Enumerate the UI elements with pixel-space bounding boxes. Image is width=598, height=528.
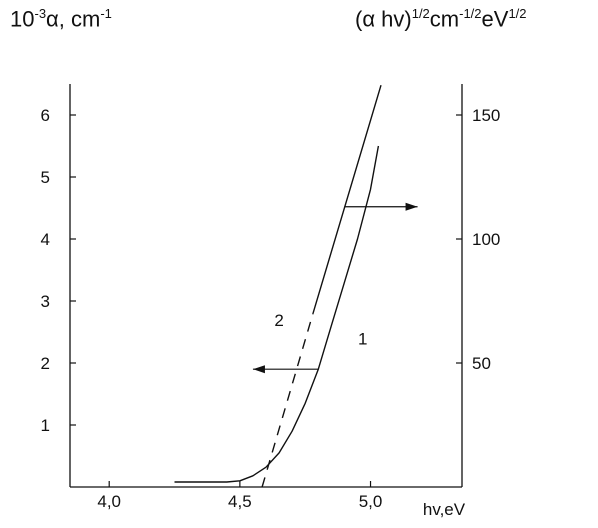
series-line-1 bbox=[174, 145, 380, 483]
axes-group bbox=[69, 84, 463, 488]
y-axis-left-label: 10-3α, cm-1 bbox=[10, 6, 112, 32]
y-left-tick-label: 6 bbox=[41, 106, 50, 125]
curve-label-2: 2 bbox=[274, 311, 283, 330]
y-right-tick-label: 100 bbox=[472, 230, 500, 249]
y-axis-right-label: (α hv)1/2cm-1/2eV1/2 bbox=[355, 6, 527, 32]
y-left-label-unit-exp: -1 bbox=[100, 6, 112, 21]
arrow-head-left bbox=[252, 365, 265, 374]
series-line-2 bbox=[312, 85, 382, 314]
y-right-label-exp1: 1/2 bbox=[411, 6, 430, 21]
y-left-label-exp: -3 bbox=[34, 6, 47, 21]
y-right-label-exp3: 1/2 bbox=[508, 6, 527, 21]
y-left-tick-label: 4 bbox=[41, 230, 50, 249]
x-tick-label: 5,0 bbox=[359, 492, 383, 511]
y-right-label-part3: eV bbox=[481, 6, 509, 32]
y-right-label-part2: cm bbox=[429, 6, 460, 32]
y-left-label-rest: α, cm bbox=[46, 6, 101, 32]
y-left-tick-label: 5 bbox=[41, 168, 50, 187]
y-right-tick-label: 150 bbox=[472, 106, 500, 125]
curve-label-1: 1 bbox=[358, 329, 367, 348]
y-right-label-part1: (α hv) bbox=[355, 6, 412, 32]
y-left-tick-label: 3 bbox=[41, 292, 50, 311]
arrow-head-right bbox=[405, 202, 418, 211]
y-right-label-exp2: -1/2 bbox=[459, 6, 482, 21]
series-line-2-extrapolation bbox=[261, 313, 314, 488]
y-left-label-base: 10 bbox=[10, 6, 35, 32]
x-tick-label: 4,5 bbox=[228, 492, 252, 511]
y-left-tick-label: 1 bbox=[41, 416, 50, 435]
annotations-group: 12 bbox=[252, 202, 418, 374]
x-tick-label: 4,0 bbox=[97, 492, 121, 511]
x-axis-label: hv,eV bbox=[423, 500, 466, 519]
y-right-tick-label: 50 bbox=[472, 354, 491, 373]
series-group bbox=[174, 85, 382, 488]
y-left-tick-label: 2 bbox=[41, 354, 50, 373]
